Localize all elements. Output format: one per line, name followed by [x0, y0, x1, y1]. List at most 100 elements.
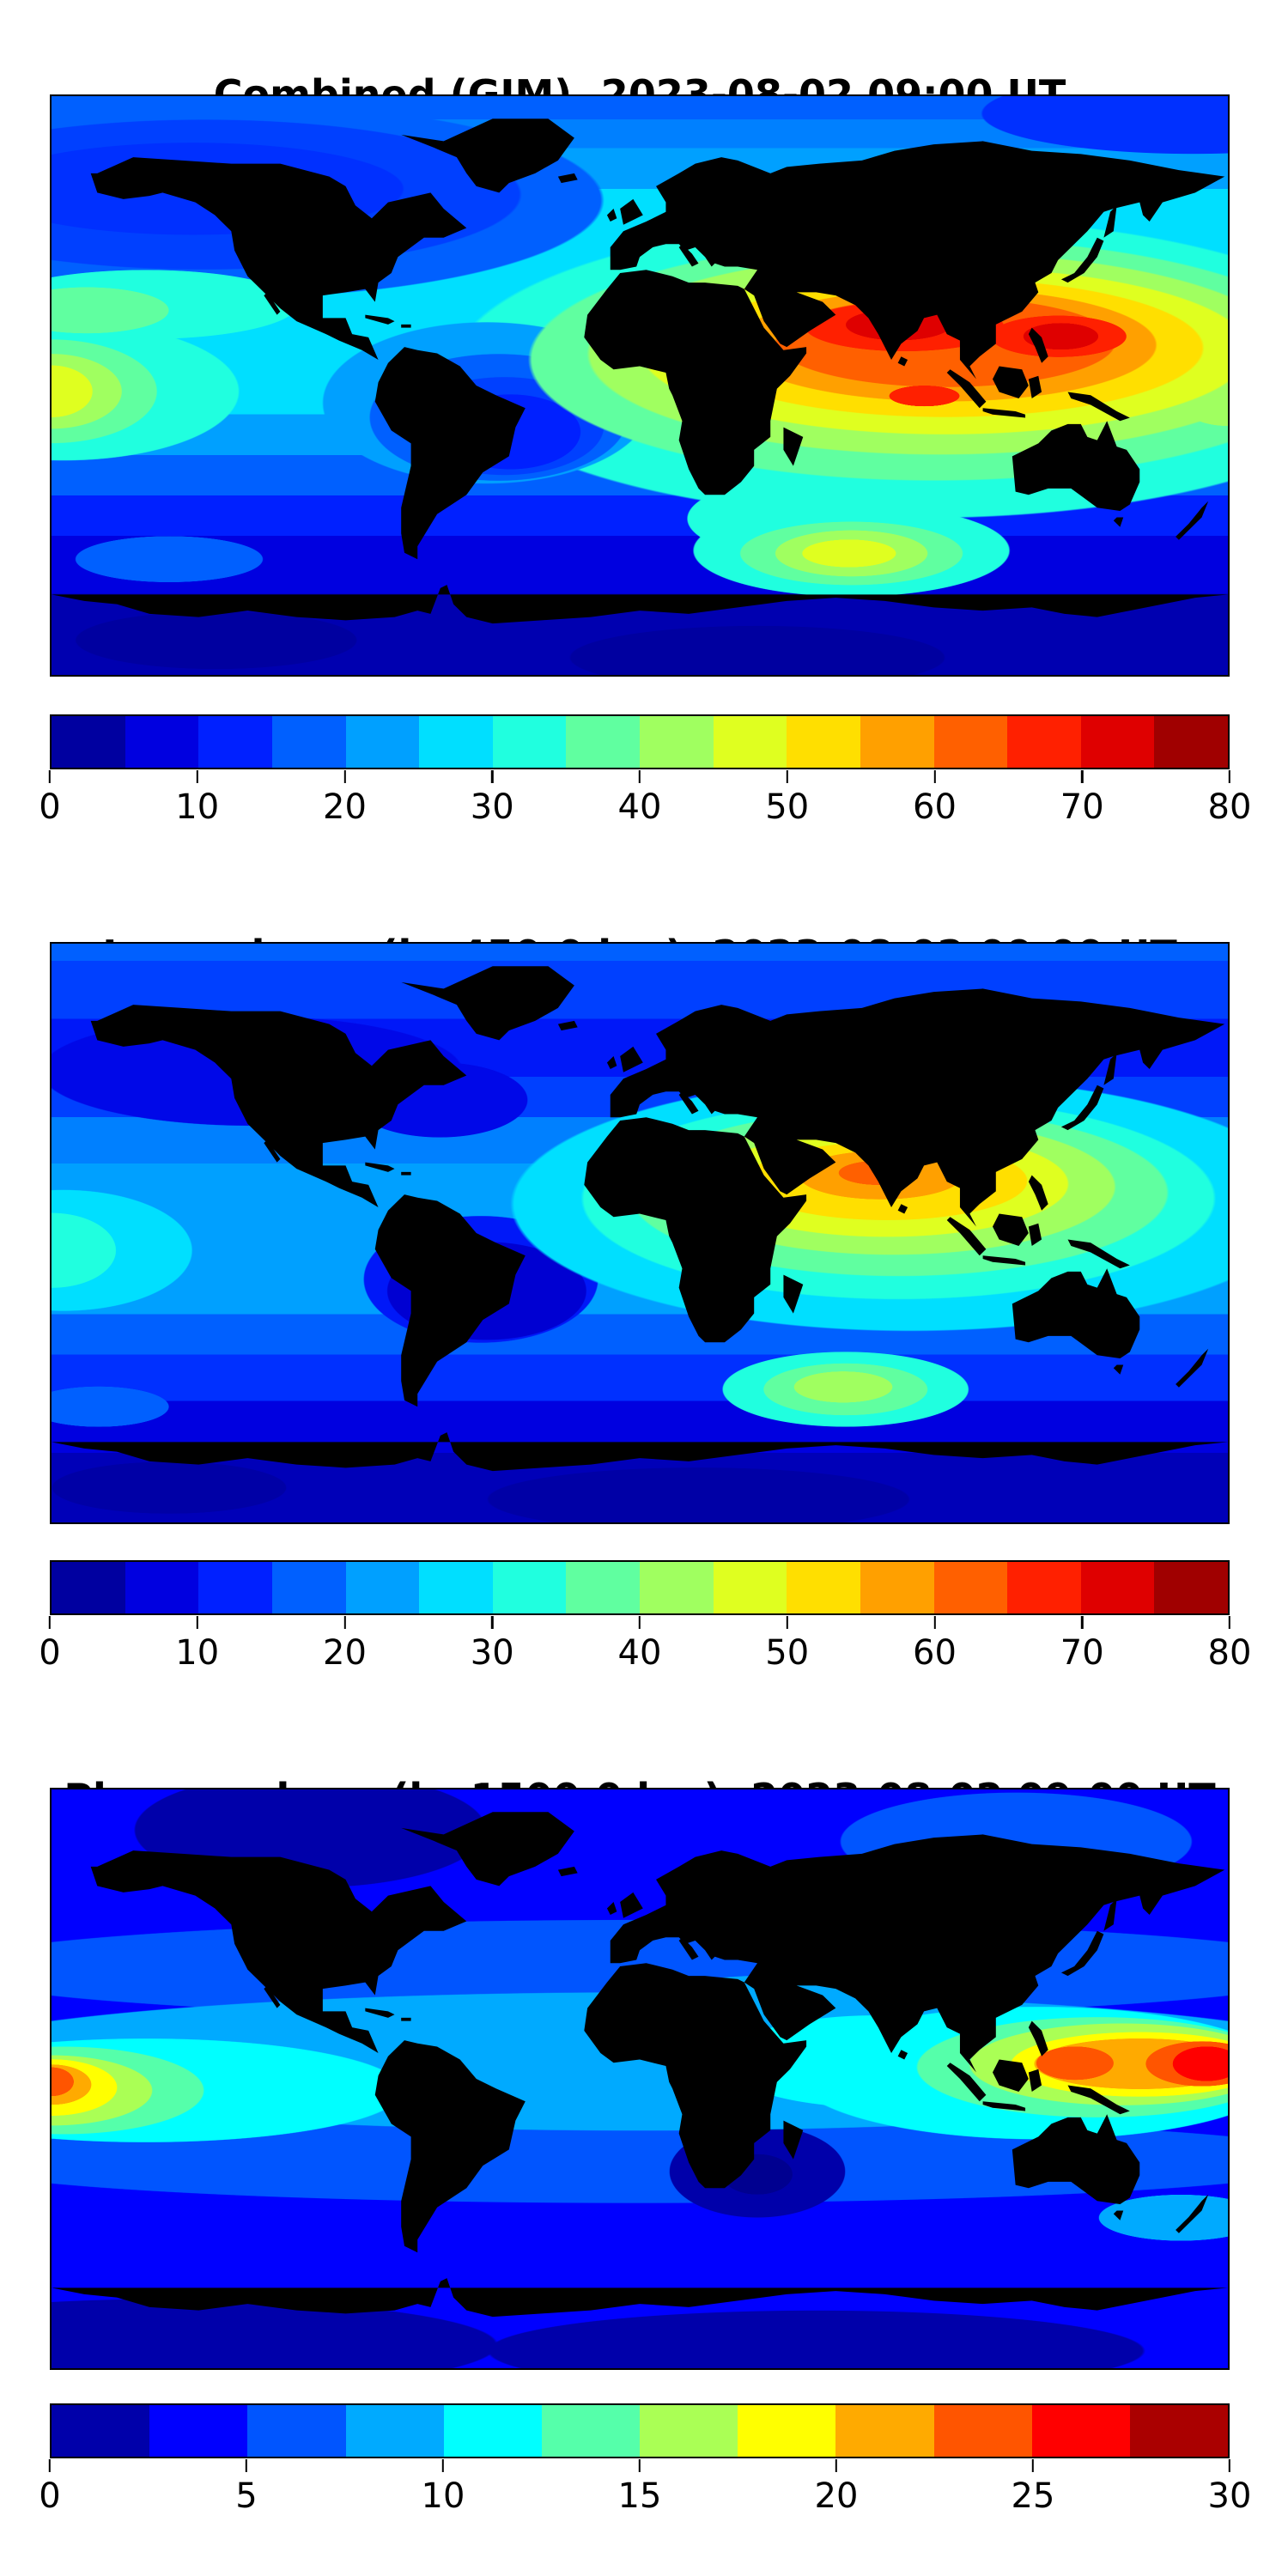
colorbar-tick-label: 40 — [617, 787, 662, 827]
colorbar-segment — [125, 1562, 199, 1613]
colorbar-tick-mark — [1228, 2459, 1231, 2472]
colorbar-segment — [738, 2405, 836, 2457]
colorbar-tick-mark — [196, 1616, 198, 1629]
colorbar-tick-mark — [638, 1616, 641, 1629]
colorbar-segment — [1031, 2405, 1130, 2457]
colorbar-segment — [1129, 2405, 1229, 2457]
colorbar-segment — [787, 1562, 860, 1613]
colorbar-tick-mark — [1081, 770, 1084, 783]
colorbar-tick-mark — [933, 1616, 936, 1629]
colorbar-tick-mark — [835, 2459, 838, 2472]
colorbar-tick-label: 10 — [421, 2476, 465, 2516]
colorbar-segment — [933, 716, 1008, 768]
colorbar-segment — [271, 1562, 346, 1613]
colorbar-segment — [198, 1562, 272, 1613]
map-plasmasphere — [50, 1788, 1230, 2370]
map-combined-gim — [50, 94, 1230, 677]
colorbar-segment — [860, 1562, 934, 1613]
colorbar-tick-label: 80 — [1207, 787, 1252, 827]
colorbar-tick-label: 70 — [1060, 1633, 1104, 1673]
colorbar-segment — [1080, 1562, 1155, 1613]
colorbar-tick-label: 0 — [39, 1633, 61, 1673]
coastlines-plasmasphere — [52, 1812, 1228, 2318]
colorbar-tick-label: 0 — [39, 787, 61, 827]
colorbar-segment — [52, 1562, 125, 1613]
colorbar-tick-label: 10 — [175, 787, 220, 827]
colorbar-tick-mark — [245, 2459, 248, 2472]
colorbar-tick-label: 25 — [1011, 2476, 1055, 2516]
colorbar-tick-mark — [786, 1616, 788, 1629]
colorbar-tick-label: 30 — [470, 1633, 514, 1673]
colorbar-tick-label: 50 — [765, 1633, 810, 1673]
colorbar-tick-mark — [1228, 770, 1231, 783]
colorbar-segment — [933, 2405, 1032, 2457]
colorbar-tick-label: 30 — [470, 787, 514, 827]
colorbar-segment — [1154, 1562, 1228, 1613]
colorbar-tick-mark — [491, 770, 494, 783]
colorbar-tick-mark — [343, 1616, 346, 1629]
colorbar-tick-label: 20 — [323, 787, 367, 827]
colorbar-segment — [1007, 716, 1081, 768]
colorbar-tick-mark — [786, 770, 788, 783]
colorbar-segment — [52, 716, 125, 768]
colorbar-tick-label: 80 — [1207, 1633, 1252, 1673]
colorbar-tick-mark — [1081, 1616, 1084, 1629]
colorbar-tick-mark — [933, 770, 936, 783]
colorbar-segment — [345, 1562, 420, 1613]
coastlines-combined — [52, 118, 1228, 624]
colorbar-segment — [149, 2405, 248, 2457]
colorbar-tick-mark — [1031, 2459, 1035, 2472]
colorbar-ticks-ionosphere: 0 10 20 30 40 50 60 70 80 — [39, 1616, 1251, 1693]
colorbar-segment — [835, 2405, 934, 2457]
colorbar-segment — [345, 716, 420, 768]
colorbar-segment — [247, 2405, 346, 2457]
colorbar-tick-label: 10 — [175, 1633, 220, 1673]
colorbar-segment — [860, 716, 934, 768]
colorbar-tick-mark — [48, 770, 52, 783]
colorbar-tick-mark — [441, 2459, 445, 2472]
colorbar-segment — [271, 716, 346, 768]
colorbar-tick-mark — [491, 1616, 494, 1629]
colorbar-tick-label: 50 — [765, 787, 810, 827]
colorbar-segment — [566, 716, 640, 768]
colorbar-tick-label: 40 — [617, 1633, 662, 1673]
colorbar-segment — [52, 2405, 150, 2457]
colorbar-tick-label: 30 — [1207, 2476, 1252, 2516]
colorbar-tick-label: 20 — [814, 2476, 859, 2516]
colorbar-tick-mark — [48, 2459, 52, 2472]
colorbar-ticks-plasmasphere: 0 5 10 15 20 25 30 — [39, 2459, 1251, 2537]
colorbar-segment — [492, 1562, 567, 1613]
colorbar-segment — [566, 1562, 640, 1613]
colorbar-tick-mark — [1228, 1616, 1231, 1629]
colorbar-ticks-combined: 0 10 20 30 40 50 60 70 80 — [39, 770, 1251, 848]
colorbar-segment — [640, 716, 714, 768]
colorbar-segment — [1154, 716, 1228, 768]
colorbar-tick-label: 60 — [913, 787, 957, 827]
colorbar-tick-mark — [638, 770, 641, 783]
colorbar-segment — [787, 716, 860, 768]
colorbar-segment — [125, 716, 199, 768]
colorbar-tick-label: 60 — [913, 1633, 957, 1673]
colorbar-segment — [1080, 716, 1155, 768]
colorbar-segment — [640, 2405, 738, 2457]
coastlines-ionosphere — [52, 966, 1228, 1472]
colorbar-segment — [713, 1562, 787, 1613]
map-ionosphere — [50, 942, 1230, 1524]
colorbar-segment — [419, 716, 493, 768]
colorbar-segment — [541, 2405, 641, 2457]
colorbar-tick-mark — [196, 770, 198, 783]
colorbar-segment — [443, 2405, 542, 2457]
colorbar-tick-label: 20 — [323, 1633, 367, 1673]
colorbar-segment — [713, 716, 787, 768]
colorbar-tick-mark — [638, 2459, 641, 2472]
colorbar-tick-label: 70 — [1060, 787, 1104, 827]
colorbar-tick-mark — [48, 1616, 52, 1629]
colorbar-segment — [1007, 1562, 1081, 1613]
colorbar-segment — [419, 1562, 493, 1613]
colorbar-tick-mark — [343, 770, 346, 783]
colorbar-tick-label: 0 — [39, 2476, 61, 2516]
colorbar-segment — [640, 1562, 714, 1613]
colorbar-tick-label: 5 — [235, 2476, 258, 2516]
colorbar-combined — [50, 714, 1230, 769]
